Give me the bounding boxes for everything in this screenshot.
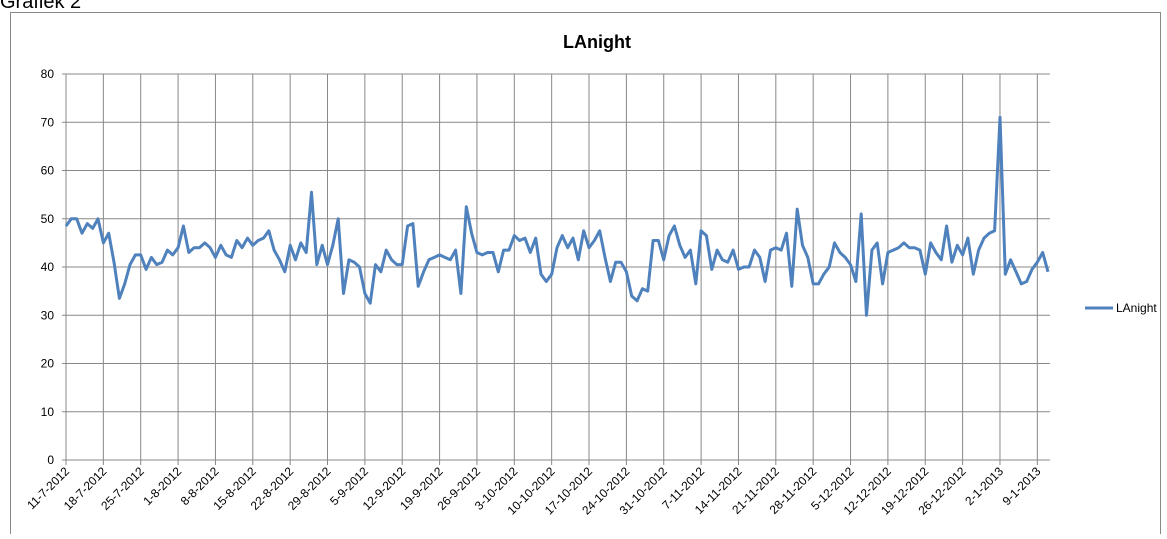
y-tick-label: 40 <box>41 260 55 274</box>
chart-title: LAnight <box>563 32 631 52</box>
chart-frame <box>10 12 1161 539</box>
page-heading: Grafiek 2 <box>0 0 81 13</box>
data-line <box>64 115 1050 317</box>
y-tick-label: 20 <box>41 357 55 371</box>
y-tick-label: 50 <box>41 212 55 226</box>
y-tick-label: 70 <box>41 115 55 129</box>
y-tick-label: 0 <box>47 453 54 467</box>
legend-label: LAnight <box>1116 301 1157 315</box>
y-tick-label: 10 <box>41 405 55 419</box>
y-tick-label: 30 <box>41 308 55 322</box>
y-tick-label: 80 <box>41 67 55 81</box>
y-tick-label: 60 <box>41 164 55 178</box>
